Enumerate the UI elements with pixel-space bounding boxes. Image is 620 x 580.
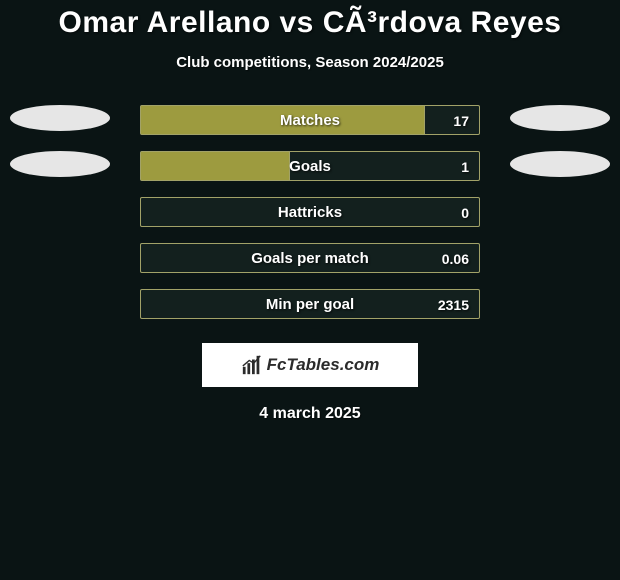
stat-row: Goals1 bbox=[0, 151, 620, 197]
player2-marker bbox=[510, 105, 610, 131]
subtitle: Club competitions, Season 2024/2025 bbox=[0, 54, 620, 71]
comparison-card: Omar Arellano vs CÃ³rdova Reyes Club com… bbox=[0, 0, 620, 580]
stat-label: Goals bbox=[141, 152, 479, 182]
chart-icon bbox=[241, 354, 263, 376]
stat-label: Min per goal bbox=[141, 290, 479, 320]
stat-bar: Matches17 bbox=[140, 105, 480, 135]
stat-value: 0 bbox=[461, 198, 469, 228]
page-title: Omar Arellano vs CÃ³rdova Reyes bbox=[0, 0, 620, 40]
stat-rows: Matches17 Goals1 Hattricks0 Goals per match… bbox=[0, 105, 620, 335]
stat-value: 0.06 bbox=[442, 244, 469, 274]
player1-marker bbox=[10, 105, 110, 131]
stat-bar: Goals1 bbox=[140, 151, 480, 181]
stat-value: 17 bbox=[453, 106, 469, 136]
stat-value: 2315 bbox=[438, 290, 469, 320]
stat-value: 1 bbox=[461, 152, 469, 182]
stat-row: Hattricks0 bbox=[0, 197, 620, 243]
stat-bar: Min per goal2315 bbox=[140, 289, 480, 319]
stat-row: Matches17 bbox=[0, 105, 620, 151]
player2-marker bbox=[510, 151, 610, 177]
stat-label: Hattricks bbox=[141, 198, 479, 228]
stat-bar: Hattricks0 bbox=[140, 197, 480, 227]
stat-label: Goals per match bbox=[141, 244, 479, 274]
player1-marker bbox=[10, 151, 110, 177]
stat-row: Min per goal2315 bbox=[0, 289, 620, 335]
stat-label: Matches bbox=[141, 106, 479, 136]
stat-bar: Goals per match0.06 bbox=[140, 243, 480, 273]
brand-text: FcTables.com bbox=[267, 355, 380, 375]
stat-row: Goals per match0.06 bbox=[0, 243, 620, 289]
date-label: 4 march 2025 bbox=[0, 405, 620, 423]
brand-box[interactable]: FcTables.com bbox=[202, 343, 418, 387]
